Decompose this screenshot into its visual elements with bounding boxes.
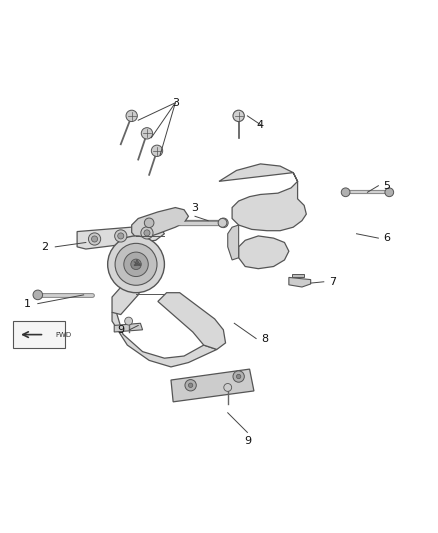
Circle shape xyxy=(224,384,232,391)
Polygon shape xyxy=(219,164,306,231)
Circle shape xyxy=(92,236,98,242)
Polygon shape xyxy=(77,225,164,249)
Text: 8: 8 xyxy=(261,334,268,344)
Text: FWD: FWD xyxy=(55,332,71,337)
Circle shape xyxy=(188,383,193,387)
Text: 1: 1 xyxy=(23,298,30,309)
Polygon shape xyxy=(239,236,289,269)
Polygon shape xyxy=(158,293,226,350)
Text: 5: 5 xyxy=(384,181,391,191)
Circle shape xyxy=(88,233,101,245)
Circle shape xyxy=(219,218,228,228)
Circle shape xyxy=(33,290,42,300)
Text: 9: 9 xyxy=(117,325,124,335)
Text: 4: 4 xyxy=(257,119,264,130)
Text: 6: 6 xyxy=(384,233,391,243)
Polygon shape xyxy=(112,312,217,367)
Circle shape xyxy=(145,218,154,228)
Circle shape xyxy=(385,188,394,197)
Circle shape xyxy=(115,230,127,242)
Circle shape xyxy=(131,259,141,270)
Circle shape xyxy=(151,145,162,157)
Circle shape xyxy=(118,233,124,239)
Circle shape xyxy=(141,227,153,239)
Polygon shape xyxy=(114,323,143,332)
Text: 2: 2 xyxy=(41,242,48,252)
Circle shape xyxy=(125,317,133,325)
Circle shape xyxy=(185,379,196,391)
FancyBboxPatch shape xyxy=(13,321,65,348)
Circle shape xyxy=(108,236,164,293)
Circle shape xyxy=(126,110,138,122)
Text: 3: 3 xyxy=(191,203,198,213)
Circle shape xyxy=(233,371,244,382)
Text: 7: 7 xyxy=(329,277,336,287)
Polygon shape xyxy=(289,277,311,287)
Polygon shape xyxy=(112,275,145,314)
Circle shape xyxy=(115,244,157,285)
Text: 3: 3 xyxy=(172,98,179,108)
Polygon shape xyxy=(228,225,239,260)
Circle shape xyxy=(144,230,150,236)
Polygon shape xyxy=(132,207,188,240)
Circle shape xyxy=(124,252,148,277)
Polygon shape xyxy=(292,274,304,277)
Text: 9: 9 xyxy=(244,436,251,446)
Circle shape xyxy=(218,219,227,227)
Circle shape xyxy=(141,128,152,139)
Circle shape xyxy=(233,110,244,122)
Polygon shape xyxy=(171,369,254,402)
Circle shape xyxy=(341,188,350,197)
Circle shape xyxy=(237,374,241,379)
